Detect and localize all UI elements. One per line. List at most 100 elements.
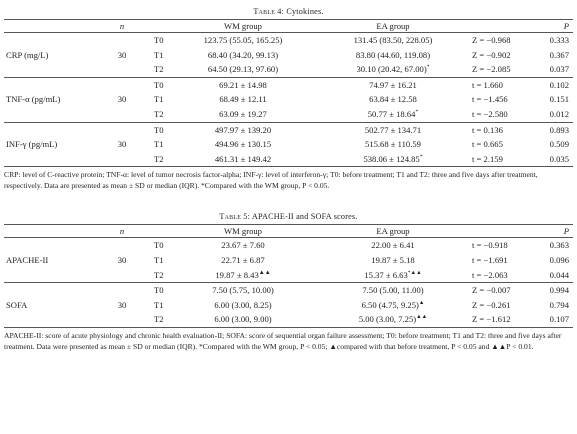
row-wm-value: 461.31 ± 149.42 [168,151,318,168]
table-row: T0 69.21 ± 14.98 74.97 ± 16.21 t = 1.660 0.1… [4,77,573,92]
row-test-statistic: t = 1.660 [472,79,503,90]
wm-value-text: 68.49 ± 12.11 [219,94,267,105]
row-test-statistic: t = −0.918 [472,240,508,251]
table-row: T0 123.75 (55.05, 165.25) 131.45 (83.50, 2… [4,33,573,48]
row-p-value: 0.035 [526,151,573,168]
ea-significance-mark: * [426,64,430,71]
wm-value-text: 461.31 ± 149.42 [214,153,272,164]
table4-caption-prefix: Table 4: [253,7,285,16]
table4-header-n: n [98,19,146,33]
table-row: T2 63.09 ± 19.27 50.77 ± 18.64* t = −2.580 0… [4,106,573,123]
row-wm-value: 494.96 ± 130.15 [168,137,318,152]
row-group-label [4,283,98,298]
row-n [98,62,146,78]
ea-value-text: 538.06 ± 124.85 [363,153,420,164]
row-n [98,238,146,253]
table4: n WM group EA group P T0 123.75 (55.05, 1… [4,19,573,168]
ea-value-text: 6.50 (4.75, 9.25) [361,299,419,310]
row-ea-value: 502.77 ± 134.71 [318,122,468,137]
table4-header-wm: WM group [168,19,318,33]
row-n [98,312,146,328]
wm-value-text: 494.96 ± 130.15 [214,139,272,150]
row-wm-value: 68.40 (34.20, 99.13) [168,48,318,63]
row-ea-value: 15.37 ± 6.63*▲▲ [318,267,468,284]
table4-note: CRP: level of C-reactive protein; TNF-α:… [4,170,538,190]
table-row: SOFA 30 T1 6.00 (3.00, 8.25) 6.50 (4.75, 9.2… [4,298,573,313]
table4-body: T0 123.75 (55.05, 165.25) 131.45 (83.50, 2… [4,33,573,168]
wm-value-text: 497.97 ± 139.20 [214,124,272,135]
row-group-label [4,106,98,123]
row-ea-value: 63.84 ± 12.58 [318,92,468,107]
ea-value-text: 15.37 ± 6.63 [364,269,408,280]
row-group-label: INF-γ (pg/mL) [6,139,58,150]
row-group-label: CRP (mg/L) [6,49,49,60]
ea-value-text: 83.80 (44.60, 119.08) [355,49,431,60]
row-test-statistic: t = −2.063 [468,267,526,284]
ea-value-text: 5.00 (3.00, 7.25) [358,314,417,325]
table5-note: APACHE-II: score of acute physiology and… [4,330,562,351]
ea-significance-mark: ▲ [418,299,425,306]
row-ea-value: 50.77 ± 18.64* [318,106,468,123]
row-timepoint: T1 [154,49,164,60]
ea-value-text: 19.87 ± 5.18 [371,254,415,265]
row-timepoint: T2 [146,151,168,168]
row-n: 30 [117,139,127,150]
ea-significance-mark: * [419,153,423,160]
table4-header-row: n WM group EA group P [4,19,573,33]
table4-header-p: P [526,19,573,33]
wm-value-text: 7.50 (5.75, 10.00) [212,285,274,296]
row-group-label [4,77,98,92]
row-test-statistic: t = 2.159 [468,151,526,168]
row-test-statistic: t = 0.136 [472,124,503,135]
table5-header-ea: EA group [318,224,468,239]
row-wm-value: 123.75 (55.05, 165.25) [168,33,318,48]
row-group-label [4,238,98,253]
table5-header-row: n WM group EA group P [4,224,573,239]
row-n [98,33,146,48]
row-test-statistic: Z = −2.085 [468,62,526,78]
table5-caption-prefix: Table 5: [219,212,251,222]
table-row: T0 497.97 ± 139.20 502.77 ± 134.71 t = 0.13… [4,122,573,137]
row-p-value: 0.363 [549,240,569,251]
row-group-label: APACHE-II [6,254,49,265]
table5-header-wm: WM group [168,224,318,239]
table-row: T0 23.67 ± 7.60 22.00 ± 6.41 t = −0.918 0.36… [4,238,573,253]
row-test-statistic: Z = −0.968 [472,35,511,45]
row-ea-value: 74.97 ± 16.21 [318,77,468,92]
row-p-value: 0.509 [549,139,569,150]
ea-value-text: 50.77 ± 18.64 [367,108,416,119]
row-wm-value: 497.97 ± 139.20 [168,122,318,137]
row-ea-value: 131.45 (83.50, 228.05) [318,33,468,48]
row-p-value: 0.012 [526,106,573,123]
wm-value-text: 6.00 (3.00, 8.25) [214,299,272,310]
row-wm-value: 69.21 ± 14.98 [168,77,318,92]
row-ea-value: 6.50 (4.75, 9.25)▲ [318,298,468,313]
row-ea-value: 5.00 (3.00, 7.25)▲▲ [318,312,468,328]
ea-value-text: 63.84 ± 12.58 [369,94,417,105]
row-p-value: 0.994 [549,285,569,296]
row-p-value: 0.893 [549,124,569,135]
row-n [98,151,146,168]
row-group-label [4,33,98,48]
row-n [98,106,146,123]
row-n: 30 [117,299,127,310]
row-group-label: TNF-α (pg/mL) [6,94,61,105]
row-p-value: 0.107 [526,312,573,328]
row-test-statistic: t = −1.456 [472,94,508,105]
table-row: T2 461.31 ± 149.42 538.06 ± 124.85* t = 2.1… [4,151,573,168]
table5-caption: Table 5: APACHE-II and SOFA scores. [0,211,577,223]
row-group-label [4,122,98,137]
row-timepoint: T2 [146,62,168,78]
ea-value-text: 502.77 ± 134.71 [364,124,422,135]
row-test-statistic: t = 0.665 [472,139,503,150]
row-timepoint: T0 [154,285,164,296]
table-row: CRP (mg/L) 30 T1 68.40 (34.20, 99.13) 83.80 … [4,48,573,63]
wm-significance-mark: ▲▲ [258,269,271,276]
row-wm-value: 6.00 (3.00, 9.00) [168,312,318,328]
row-ea-value: 515.68 ± 110.59 [318,137,468,152]
row-n [98,122,146,137]
row-timepoint: T0 [154,79,164,90]
row-timepoint: T0 [154,124,164,135]
ea-significance-mark: * [415,109,419,116]
ea-value-text: 131.45 (83.50, 228.05) [353,35,433,45]
